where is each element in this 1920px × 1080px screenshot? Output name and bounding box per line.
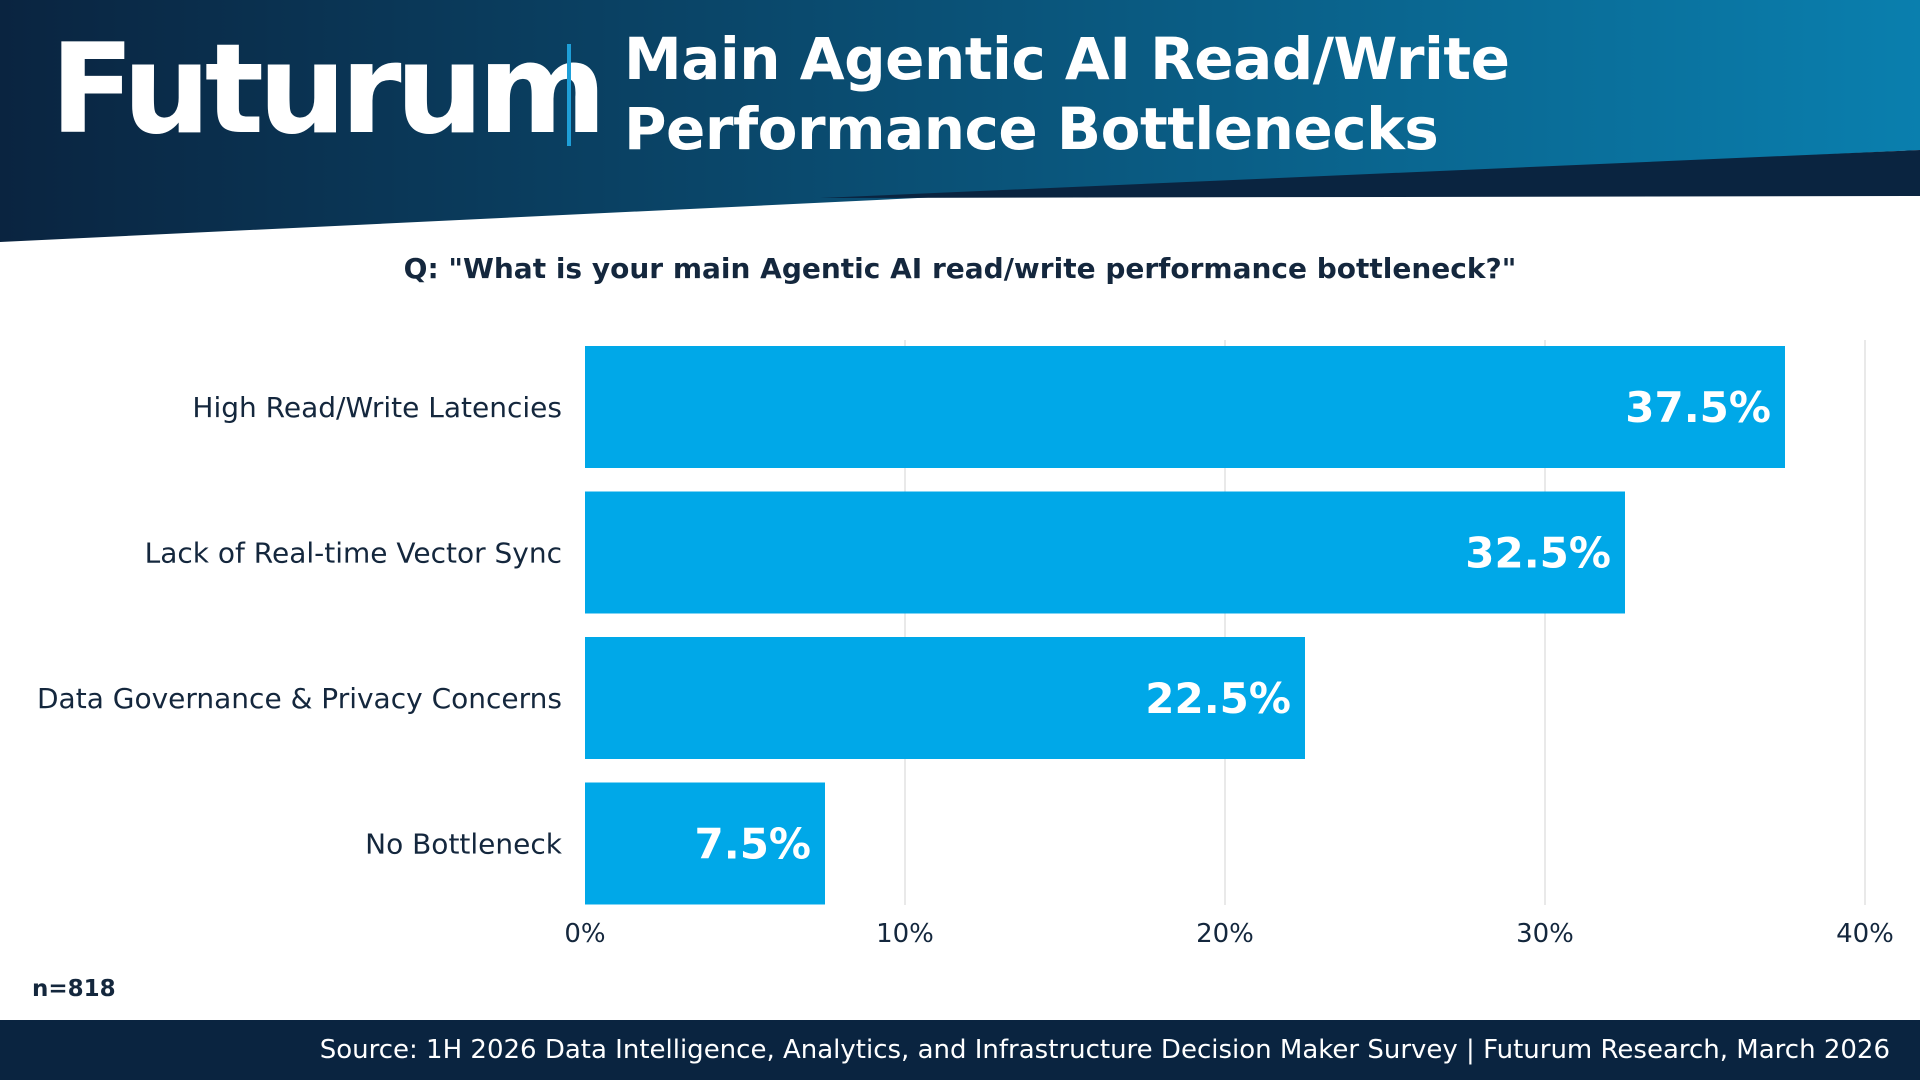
bar-value-label: 32.5%: [1465, 529, 1611, 578]
bar-value-label: 7.5%: [695, 820, 811, 869]
category-label: Data Governance & Privacy Concerns: [37, 682, 562, 715]
bar: [585, 346, 1785, 468]
x-tick-label: 0%: [564, 919, 605, 949]
category-label: High Read/Write Latencies: [192, 391, 562, 424]
header-banner: Futurum Main Agentic AI Read/Write Perfo…: [0, 0, 1920, 250]
bar: [585, 782, 825, 905]
futurum-logo: Futurum: [50, 18, 607, 162]
category-label: Lack of Real-time Vector Sync: [145, 537, 562, 570]
bar: [585, 491, 1625, 614]
bar-value-label: 37.5%: [1625, 383, 1771, 432]
header-divider: [567, 44, 571, 146]
x-tick-label: 30%: [1516, 919, 1574, 949]
title-line-1: Main Agentic AI Read/Write: [624, 25, 1510, 93]
x-tick-label: 10%: [876, 919, 934, 949]
bar-chart: 37.5% 32.5% 22.5% 7.5% High Read/Write Late…: [37, 340, 1894, 949]
category-label: No Bottleneck: [365, 828, 563, 861]
title-line-2: Performance Bottlenecks: [624, 95, 1439, 163]
footer-bar: Source: 1H 2026 Data Intelligence, Analy…: [0, 1020, 1920, 1080]
bars: 37.5% 32.5% 22.5% 7.5%: [585, 346, 1785, 905]
bar: [585, 637, 1305, 759]
x-axis-tick-labels: 0% 10% 20% 30% 40%: [564, 919, 1894, 949]
x-tick-label: 20%: [1196, 919, 1254, 949]
page-title: Main Agentic AI Read/Write Performance B…: [624, 24, 1624, 164]
bar-value-label: 22.5%: [1145, 674, 1291, 723]
header-background: [0, 0, 1920, 242]
category-labels: High Read/Write Latencies Lack of Real-ti…: [37, 391, 563, 861]
x-tick-label: 40%: [1836, 919, 1894, 949]
source-citation: Source: 1H 2026 Data Intelligence, Analy…: [319, 1035, 1890, 1065]
survey-question: Q: "What is your main Agentic AI read/wr…: [403, 252, 1517, 285]
sample-size-note: n=818: [32, 976, 116, 1002]
